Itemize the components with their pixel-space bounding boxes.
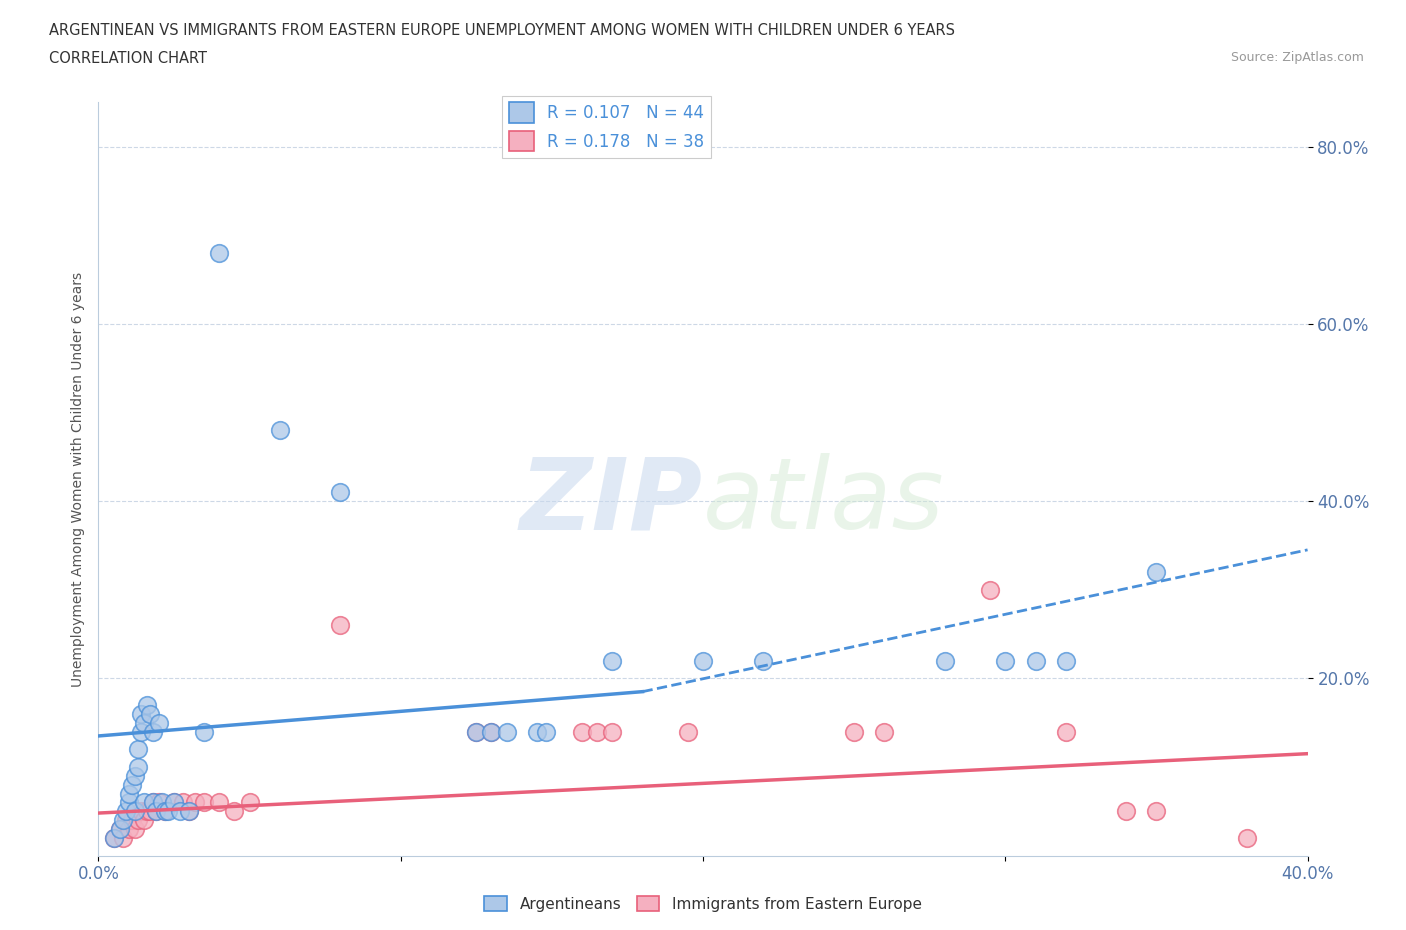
Point	[108, 821, 131, 836]
Point	[118, 795, 141, 810]
Point	[129, 724, 152, 739]
Point	[111, 813, 134, 828]
Point	[602, 724, 624, 739]
Point	[193, 724, 215, 739]
Point	[124, 768, 146, 783]
Point	[586, 724, 609, 739]
Point	[114, 804, 136, 818]
Point	[465, 724, 488, 739]
Point	[571, 724, 593, 739]
Point	[1144, 804, 1167, 818]
Text: ARGENTINEAN VS IMMIGRANTS FROM EASTERN EUROPE UNEMPLOYMENT AMONG WOMEN WITH CHIL: ARGENTINEAN VS IMMIGRANTS FROM EASTERN E…	[49, 23, 955, 38]
Point	[224, 804, 246, 818]
Point	[1024, 653, 1046, 668]
Point	[329, 618, 352, 632]
Point	[132, 715, 155, 730]
Point	[129, 707, 152, 722]
Text: CORRELATION CHART: CORRELATION CHART	[49, 51, 207, 66]
Point	[127, 813, 149, 828]
Point	[329, 485, 352, 499]
Point	[145, 804, 167, 818]
Point	[169, 804, 191, 818]
Point	[150, 795, 173, 810]
Point	[994, 653, 1017, 668]
Point	[139, 707, 162, 722]
Point	[145, 804, 167, 818]
Point	[124, 804, 146, 818]
Point	[193, 795, 215, 810]
Point	[118, 786, 141, 801]
Point	[979, 582, 1001, 597]
Point	[752, 653, 775, 668]
Point	[1144, 565, 1167, 579]
Point	[132, 813, 155, 828]
Point	[148, 795, 170, 810]
Point	[153, 804, 176, 818]
Point	[934, 653, 956, 668]
Point	[108, 821, 131, 836]
Point	[127, 742, 149, 757]
Point	[1054, 653, 1077, 668]
Point	[111, 830, 134, 845]
Point	[135, 804, 157, 818]
Point	[142, 724, 165, 739]
Point	[156, 804, 179, 818]
Point	[1236, 830, 1258, 845]
Point	[602, 653, 624, 668]
Point	[495, 724, 517, 739]
Point	[184, 795, 207, 810]
Point	[124, 821, 146, 836]
Text: ZIP: ZIP	[520, 453, 703, 550]
Text: Source: ZipAtlas.com: Source: ZipAtlas.com	[1230, 51, 1364, 64]
Point	[135, 698, 157, 712]
Point	[118, 821, 141, 836]
Legend: R = 0.107   N = 44, R = 0.178   N = 38: R = 0.107 N = 44, R = 0.178 N = 38	[502, 96, 710, 158]
Point	[481, 724, 503, 739]
Point	[844, 724, 866, 739]
Point	[1054, 724, 1077, 739]
Y-axis label: Unemployment Among Women with Children Under 6 years: Unemployment Among Women with Children U…	[70, 272, 84, 686]
Point	[179, 804, 201, 818]
Point	[142, 795, 165, 810]
Point	[269, 423, 291, 438]
Point	[103, 830, 125, 845]
Point	[676, 724, 699, 739]
Text: atlas: atlas	[703, 453, 945, 550]
Point	[103, 830, 125, 845]
Point	[148, 715, 170, 730]
Point	[142, 795, 165, 810]
Point	[465, 724, 488, 739]
Point	[132, 795, 155, 810]
Point	[481, 724, 503, 739]
Point	[153, 804, 176, 818]
Point	[1115, 804, 1137, 818]
Legend: Argentineans, Immigrants from Eastern Europe: Argentineans, Immigrants from Eastern Eu…	[478, 889, 928, 918]
Point	[121, 777, 143, 792]
Point	[239, 795, 262, 810]
Point	[208, 795, 231, 810]
Point	[208, 246, 231, 260]
Point	[534, 724, 557, 739]
Point	[127, 760, 149, 775]
Point	[139, 804, 162, 818]
Point	[163, 795, 186, 810]
Point	[114, 813, 136, 828]
Point	[121, 813, 143, 828]
Point	[873, 724, 896, 739]
Point	[172, 795, 194, 810]
Point	[692, 653, 714, 668]
Point	[163, 795, 186, 810]
Point	[526, 724, 548, 739]
Point	[129, 804, 152, 818]
Point	[179, 804, 201, 818]
